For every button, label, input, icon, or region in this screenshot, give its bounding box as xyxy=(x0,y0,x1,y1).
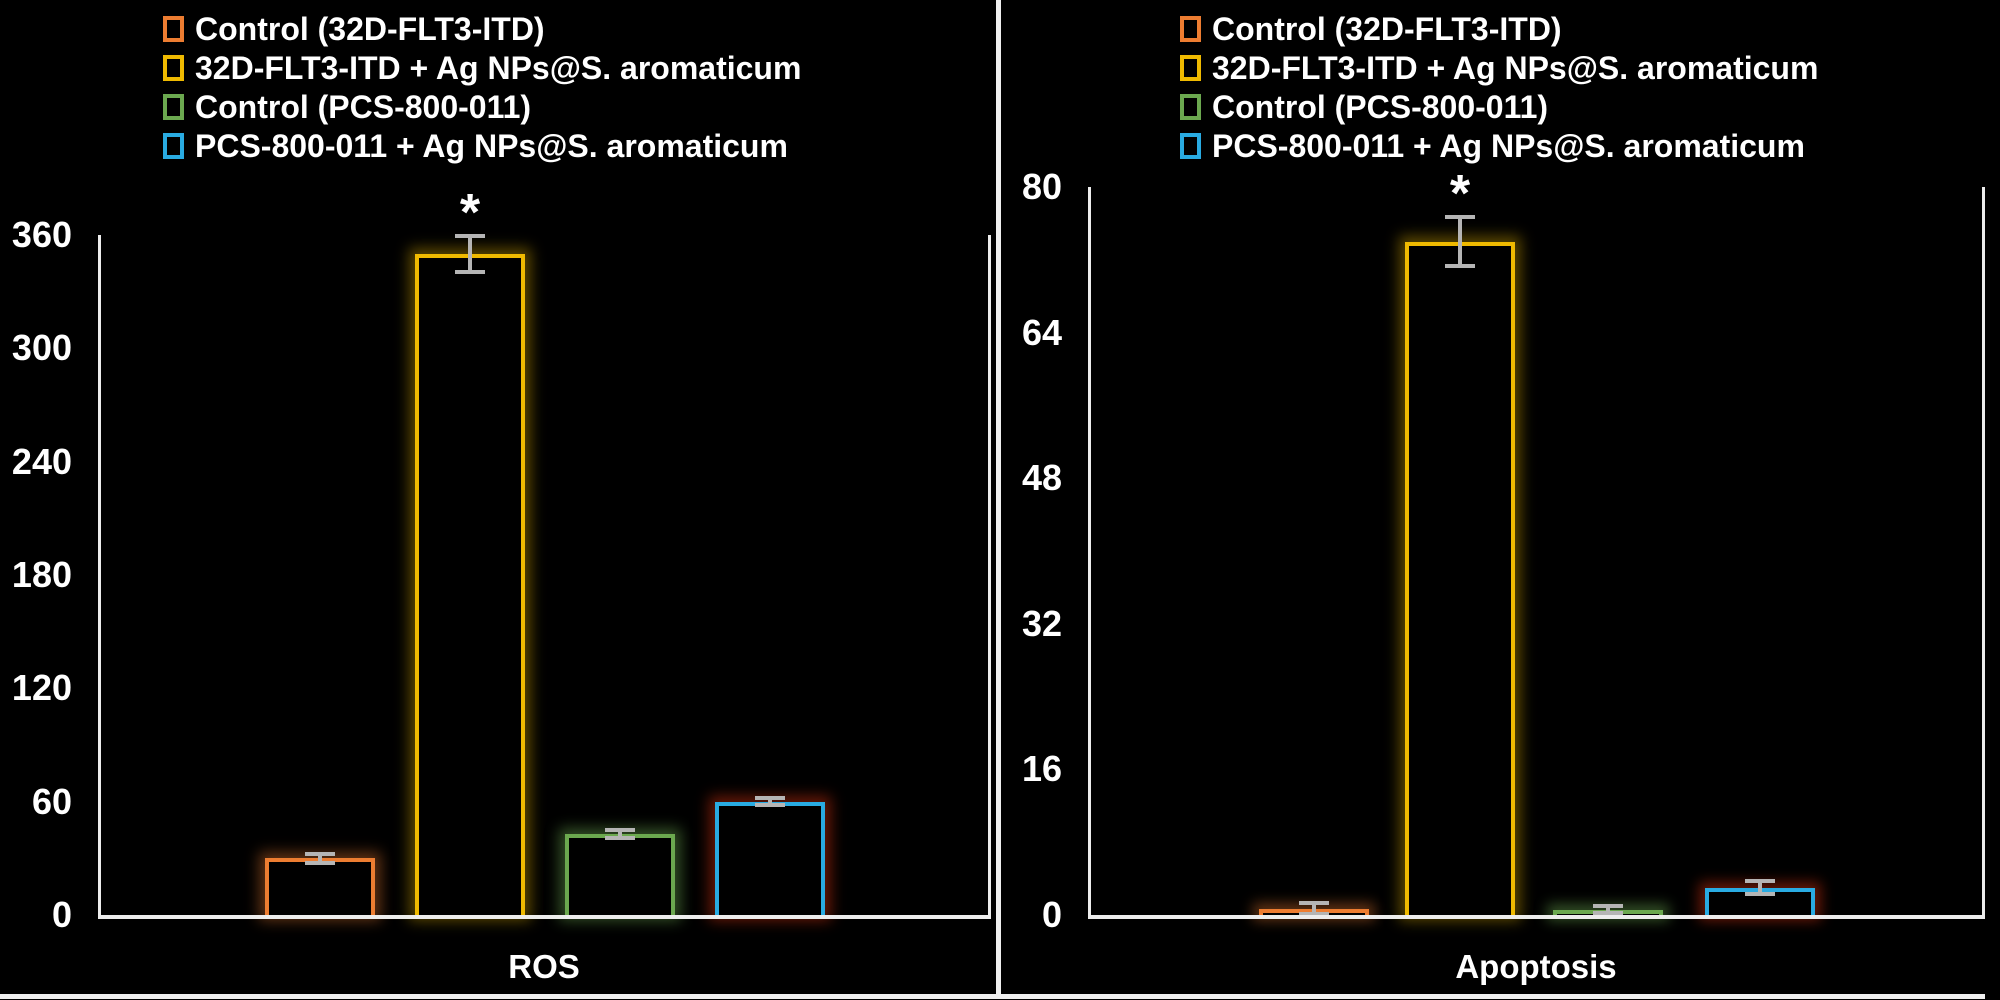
legend-swatch xyxy=(163,16,184,42)
legend-label: PCS-800-011 + Ag NPs@S. aromaticum xyxy=(1212,128,1805,164)
error-bar-cap xyxy=(1299,912,1329,916)
error-bar-cap xyxy=(1593,911,1623,916)
error-bar-cap xyxy=(605,828,635,833)
bar xyxy=(1405,241,1515,915)
error-bar-cap xyxy=(1745,879,1775,884)
error-bar-cap xyxy=(455,269,485,274)
bar xyxy=(715,801,825,915)
legend-row: 32D-FLT3-ITD + Ag NPs@S. aromaticum xyxy=(1180,51,1818,85)
plot-right-border xyxy=(988,235,991,919)
y-tick-label: 180 xyxy=(11,554,72,595)
significance-asterisk: * xyxy=(459,184,481,242)
y-tick-label: 360 xyxy=(11,214,72,255)
y-tick-label: 120 xyxy=(11,667,72,709)
x-axis-line xyxy=(1088,915,1985,919)
error-bar-cap xyxy=(1299,901,1329,906)
bar xyxy=(415,253,525,915)
error-bar-cap xyxy=(305,861,335,865)
legend-swatch xyxy=(1180,55,1201,81)
y-tick-label: 0 xyxy=(51,894,72,935)
legend-swatch xyxy=(1180,133,1201,159)
legend-swatch xyxy=(163,133,184,159)
y-tick-label: 0 xyxy=(1041,894,1062,935)
y-tick-label: 64 xyxy=(1021,311,1062,353)
figure-bottom-border xyxy=(0,994,1985,999)
panel-ros: ROS Control (32D-FLT3-ITD) 32D-FLT3-ITD +… xyxy=(11,12,991,985)
error-bar-cap xyxy=(1445,215,1475,220)
error-bar-cap xyxy=(605,835,635,840)
legend-label: Control (PCS-800-011) xyxy=(195,89,532,125)
legend-row: Control (PCS-800-011) xyxy=(163,90,531,124)
error-bar xyxy=(768,796,772,807)
legend-label: Control (32D-FLT3-ITD) xyxy=(1212,11,1562,47)
legend-label: PCS-800-011 + Ag NPs@S. aromaticum xyxy=(195,128,788,164)
legend-label: Control (32D-FLT3-ITD) xyxy=(195,11,545,47)
error-bar xyxy=(468,235,472,273)
error-bar xyxy=(1458,216,1462,268)
error-bar-cap xyxy=(1745,891,1775,896)
plot-right-border xyxy=(1982,187,1985,919)
y-tick-label: 80 xyxy=(1021,166,1062,207)
legend-row: PCS-800-011 + Ag NPs@S. aromaticum xyxy=(163,129,788,163)
y-tick-label: 32 xyxy=(1021,602,1062,644)
error-bar-cap xyxy=(1593,903,1623,908)
panel-apoptosis: Apoptosis Control (32D-FLT3-ITD) 32D-FLT3… xyxy=(1000,0,2000,1000)
legend-label: 32D-FLT3-ITD + Ag NPs@S. aromaticum xyxy=(1212,50,1819,86)
error-bar xyxy=(1312,902,1316,915)
x-axis-label: ROS xyxy=(508,948,580,985)
legend-swatch xyxy=(1180,94,1201,120)
y-axis-line xyxy=(1088,187,1091,919)
legend-swatch xyxy=(163,94,184,120)
error-bar xyxy=(1606,904,1610,915)
legend-swatch xyxy=(1180,16,1201,42)
y-tick-label: 16 xyxy=(1021,748,1062,790)
error-bar xyxy=(318,852,322,864)
error-bar-cap xyxy=(755,803,785,808)
bar xyxy=(565,833,675,915)
y-tick-label: 300 xyxy=(11,327,72,369)
y-tick-label: 240 xyxy=(11,440,72,482)
error-bar-cap xyxy=(305,851,335,856)
legend-row: Control (32D-FLT3-ITD) xyxy=(1180,12,1562,46)
error-bar-cap xyxy=(1445,264,1475,269)
legend-label: 32D-FLT3-ITD + Ag NPs@S. aromaticum xyxy=(195,50,802,86)
legend-row: Control (32D-FLT3-ITD) xyxy=(163,12,545,46)
y-axis-line xyxy=(98,235,101,919)
x-axis-line xyxy=(98,915,991,919)
bar xyxy=(265,858,375,915)
significance-asterisk: * xyxy=(1449,165,1471,224)
y-tick-label: 48 xyxy=(1021,457,1062,499)
legend-label: Control (PCS-800-011) xyxy=(1212,89,1549,125)
error-bar xyxy=(618,829,622,839)
legend-swatch xyxy=(163,55,184,81)
legend-row: Control (PCS-800-011) xyxy=(1180,90,1548,124)
x-axis-label: Apoptosis xyxy=(1455,948,1617,985)
error-bar-cap xyxy=(755,795,785,800)
legend-row: PCS-800-011 + Ag NPs@S. aromaticum xyxy=(1180,129,1805,163)
error-bar xyxy=(1758,880,1762,895)
panel-divider xyxy=(996,0,1001,999)
error-bar-cap xyxy=(455,234,485,238)
y-tick-label: 60 xyxy=(31,780,72,822)
legend-row: 32D-FLT3-ITD + Ag NPs@S. aromaticum xyxy=(163,51,801,85)
